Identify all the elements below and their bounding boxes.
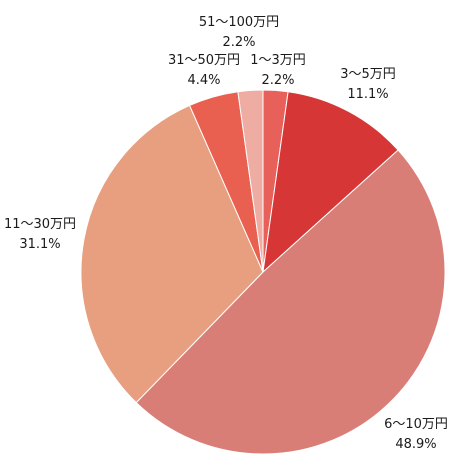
slice-percent-label: 31.1% — [19, 237, 60, 252]
slice-percent-label: 48.9% — [395, 437, 436, 452]
slice-percent-label: 11.1% — [347, 87, 388, 102]
slice-category-label: 6〜10万円 — [384, 417, 448, 432]
slice-category-label: 1〜3万円 — [250, 53, 306, 68]
pie-slice — [80, 104, 264, 404]
pie-slice — [237, 89, 264, 273]
slice-percent-label: 2.2% — [222, 35, 255, 50]
slice-category-label: 3〜5万円 — [340, 67, 396, 82]
labels-group: 1〜3万円 2.2% 3〜5万円 11.1% 6〜10万円 48.9% 11〜30万円 31.… — [4, 15, 448, 452]
pie-slice — [135, 149, 446, 455]
pie-slice — [262, 91, 399, 274]
slice-category-label: 11〜30万円 — [4, 217, 76, 232]
slice-percent-label: 2.2% — [261, 73, 294, 88]
slice-percent-label: 4.4% — [187, 73, 220, 88]
slice-category-label: 51〜100万円 — [199, 15, 279, 30]
slices-group — [80, 89, 446, 455]
slice-category-label: 31〜50万円 — [168, 53, 240, 68]
